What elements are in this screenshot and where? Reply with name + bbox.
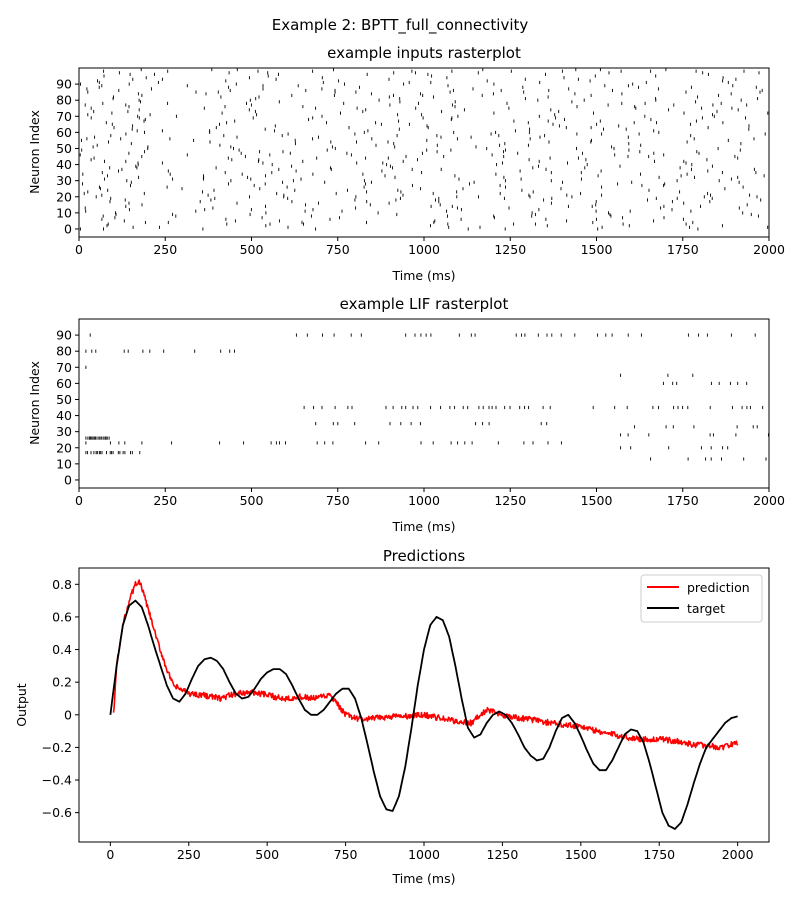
y-tick-label: 70: [56, 109, 72, 124]
inputs-raster-xaxis: 0 250 500 750 1000 1250 1500 1750 2000: [75, 237, 785, 257]
x-tick-label: 2000: [753, 493, 785, 508]
lif-raster-title: example LIF rasterplot: [340, 295, 509, 313]
y-tick-label: 40: [56, 157, 72, 172]
x-tick-label: 250: [153, 493, 177, 508]
lif-raster-ylabel: Neuron Index: [27, 361, 42, 445]
lif-raster-panel: example LIF rasterplot 0 250 500 750 1000 125…: [27, 295, 785, 534]
x-tick-label: 500: [255, 847, 279, 862]
predictions-legend: prediction target: [640, 574, 763, 623]
x-tick-label: 1250: [494, 493, 526, 508]
x-tick-label: 2000: [722, 847, 754, 862]
x-tick-label: 0: [75, 242, 83, 257]
x-tick-label: 1000: [408, 847, 440, 862]
y-tick-label: 0.6: [52, 609, 72, 624]
prediction-line: [112, 579, 739, 751]
y-tick-label: 60: [56, 125, 72, 140]
y-tick-label: 90: [56, 328, 72, 343]
x-tick-label: 1750: [643, 847, 675, 862]
x-tick-label: 0: [106, 847, 114, 862]
inputs-raster-xlabel: Time (ms): [391, 268, 455, 283]
legend-prediction-label: prediction: [687, 580, 750, 595]
y-tick-label: 0: [64, 707, 72, 722]
y-tick-label: 80: [56, 344, 72, 359]
y-tick-label: −0.4: [42, 773, 72, 788]
y-tick-label: 30: [56, 424, 72, 439]
y-tick-label: −0.2: [42, 740, 72, 755]
lif-raster-xaxis: 0 250 500 750 1000 1250 1500 1750 2000: [75, 488, 785, 508]
inputs-raster-marks: [79, 68, 769, 231]
x-tick-label: 250: [177, 847, 201, 862]
x-tick-label: 0: [75, 493, 83, 508]
x-tick-label: 1500: [581, 493, 613, 508]
x-tick-label: 1250: [494, 242, 526, 257]
target-line: [109, 599, 738, 830]
figure-suptitle: Example 2: BPTT_full_connectivity: [272, 16, 529, 35]
predictions-ylabel: Output: [14, 683, 29, 727]
legend-target-label: target: [687, 601, 725, 616]
predictions-panel: Predictions 0 250 500 750 1000 1250 1500 1750 20…: [14, 547, 770, 886]
y-tick-label: 0: [64, 221, 72, 236]
x-tick-label: 1250: [487, 847, 519, 862]
x-tick-label: 1750: [667, 493, 699, 508]
x-tick-label: 2000: [753, 242, 785, 257]
x-tick-label: 1500: [565, 847, 597, 862]
y-tick-label: −0.6: [42, 805, 72, 820]
y-tick-label: 20: [56, 440, 72, 455]
x-tick-label: 250: [153, 242, 177, 257]
lif-raster-marks: [85, 333, 769, 461]
y-tick-label: 50: [56, 392, 72, 407]
inputs-raster-ylabel: Neuron Index: [27, 110, 42, 194]
x-tick-label: 750: [326, 493, 350, 508]
lif-raster-xlabel: Time (ms): [391, 519, 455, 534]
y-tick-label: 40: [56, 408, 72, 423]
predictions-lines: [109, 579, 739, 830]
x-tick-label: 1000: [408, 493, 440, 508]
y-tick-label: 30: [56, 173, 72, 188]
x-tick-label: 500: [240, 493, 264, 508]
inputs-raster-title: example inputs rasterplot: [327, 44, 521, 62]
x-tick-label: 1750: [667, 242, 699, 257]
x-tick-label: 750: [326, 242, 350, 257]
predictions-xaxis: 0 250 500 750 1000 1250 1500 1750 2000: [106, 842, 754, 862]
y-tick-label: 90: [56, 77, 72, 92]
y-tick-label: 0.8: [52, 577, 72, 592]
x-tick-label: 500: [240, 242, 264, 257]
y-tick-label: 0.2: [52, 675, 72, 690]
y-tick-label: 50: [56, 141, 72, 156]
y-tick-label: 20: [56, 189, 72, 204]
y-tick-label: 80: [56, 93, 72, 108]
inputs-raster-panel: example inputs rasterplot 0 250 500 750 1000…: [27, 44, 785, 283]
y-tick-label: 0.4: [52, 642, 72, 657]
x-tick-label: 1000: [408, 242, 440, 257]
x-tick-label: 750: [334, 847, 358, 862]
x-tick-label: 1500: [581, 242, 613, 257]
y-tick-label: 70: [56, 360, 72, 375]
y-tick-label: 0: [64, 472, 72, 487]
y-tick-label: 10: [56, 205, 72, 220]
predictions-title: Predictions: [383, 547, 466, 565]
y-tick-label: 60: [56, 376, 72, 391]
predictions-xlabel: Time (ms): [391, 871, 455, 886]
y-tick-label: 10: [56, 456, 72, 471]
predictions-yaxis: −0.6 −0.4 −0.2 0 0.2 0.4 0.6 0.8: [42, 577, 79, 820]
